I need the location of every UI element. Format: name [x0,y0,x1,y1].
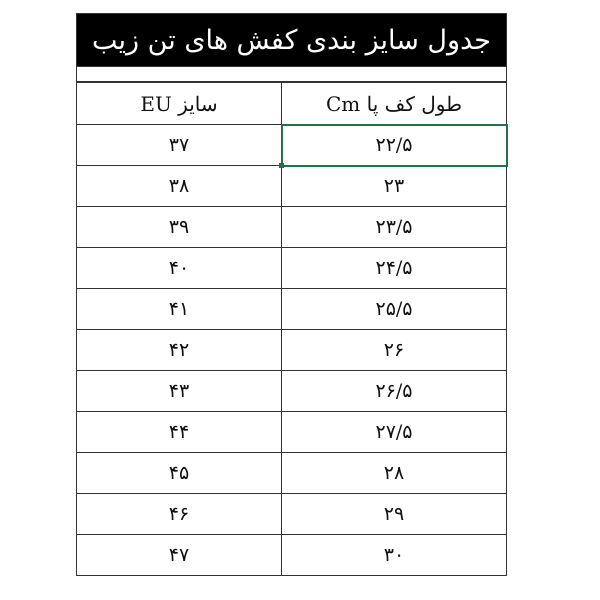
eu-size-cell[interactable]: ۴۰ [76,247,282,289]
size-table: سایز EU طول کف پا Cm ۳۷ ۲۲/۵ ۳۸ ۲۳ ۳۹ ۲۳/۵ ۴۰ ۲… [76,82,508,576]
foot-length-cell[interactable]: ۲۳/۵ [281,206,507,248]
eu-size-cell[interactable]: ۴۱ [76,288,282,330]
eu-size-cell[interactable]: ۳۷ [76,124,282,166]
table-row: ۴۲ ۲۶ [76,329,507,371]
eu-size-cell[interactable]: ۴۷ [76,534,282,576]
eu-size-cell[interactable]: ۴۵ [76,452,282,494]
foot-length-cell[interactable]: ۲۲/۵ [279,123,508,169]
chart-title: جدول سایز بندی کفش های تن زیب [76,13,507,67]
eu-size-cell[interactable]: ۴۲ [76,329,282,371]
header-eu: سایز EU [76,82,282,125]
table-row: ۴۶ ۲۹ [76,493,507,535]
foot-length-cell[interactable]: ۳۰ [281,534,507,576]
table-row: ۳۹ ۲۳/۵ [76,206,507,248]
empty-row [76,67,507,82]
header-row: سایز EU طول کف پا Cm [76,82,507,125]
foot-length-cell[interactable]: ۲۸ [281,452,507,494]
eu-size-cell[interactable]: ۳۸ [76,165,282,207]
foot-length-cell[interactable]: ۲۳ [281,165,507,207]
table-row: ۴۰ ۲۴/۵ [76,247,507,289]
eu-size-cell[interactable]: ۳۹ [76,206,282,248]
header-cm: طول کف پا Cm [281,82,507,125]
table-row: ۳۸ ۲۳ [76,165,507,207]
foot-length-cell[interactable]: ۲۶ [281,329,507,371]
foot-length-cell[interactable]: ۲۷/۵ [281,411,507,453]
table-row: ۴۵ ۲۸ [76,452,507,494]
foot-length-cell[interactable]: ۲۵/۵ [281,288,507,330]
table-row: ۴۳ ۲۶/۵ [76,370,507,412]
eu-size-cell[interactable]: ۴۶ [76,493,282,535]
table-row: ۴۱ ۲۵/۵ [76,288,507,330]
table-row: ۴۴ ۲۷/۵ [76,411,507,453]
table-row: ۴۷ ۳۰ [76,534,507,576]
size-chart: جدول سایز بندی کفش های تن زیب سایز EU طو… [76,13,508,576]
foot-length-cell[interactable]: ۲۶/۵ [281,370,507,412]
eu-size-cell[interactable]: ۴۳ [76,370,282,412]
table-row: ۳۷ ۲۲/۵ [76,123,508,169]
foot-length-cell[interactable]: ۲۴/۵ [281,247,507,289]
foot-length-cell[interactable]: ۲۹ [281,493,507,535]
eu-size-cell[interactable]: ۴۴ [76,411,282,453]
